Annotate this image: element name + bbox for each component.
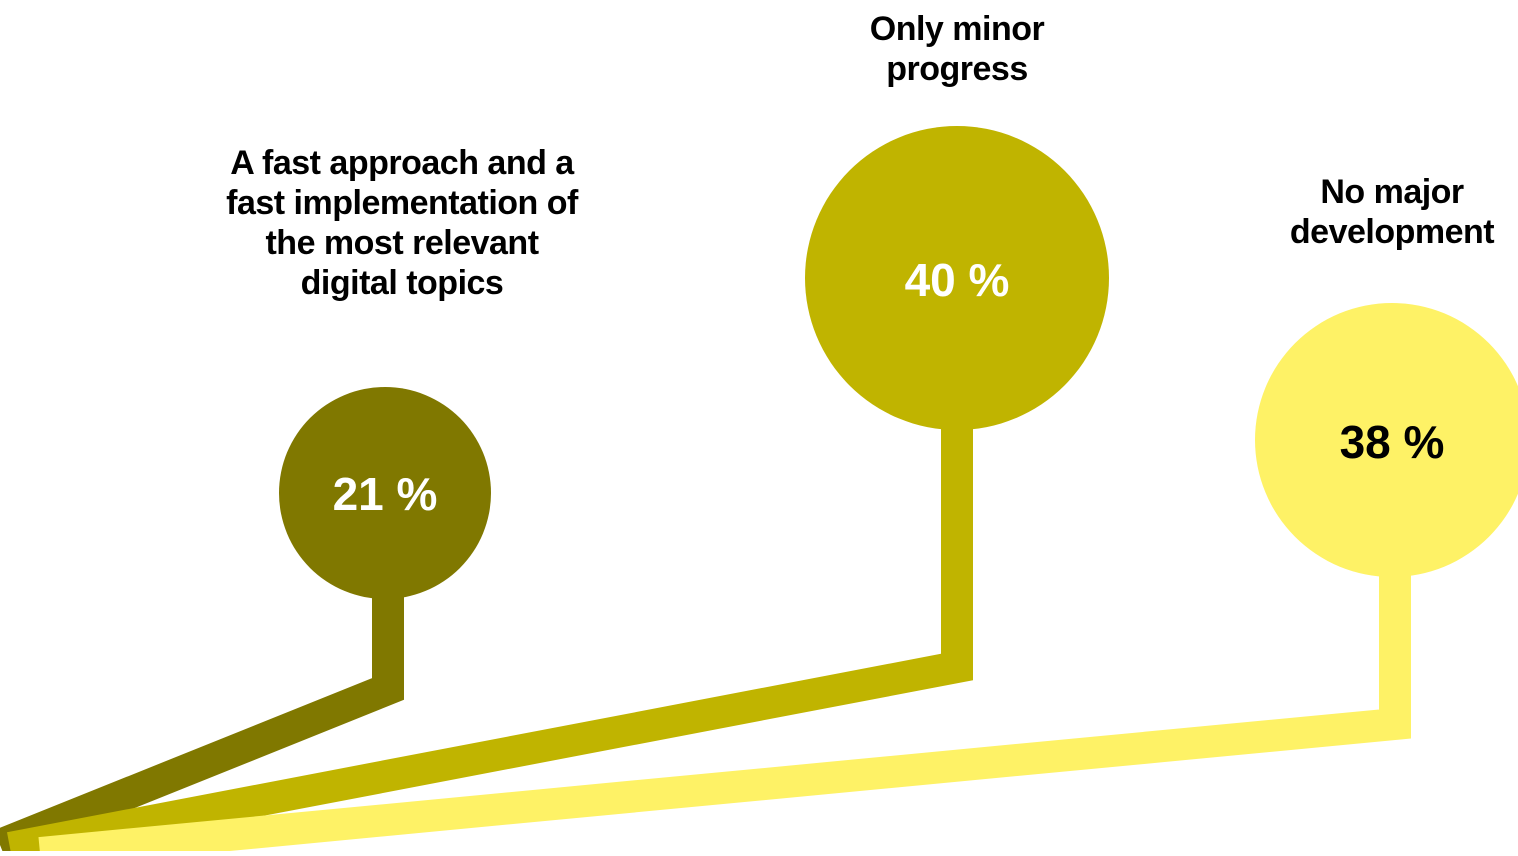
branch-none-circle xyxy=(1255,303,1518,577)
label-fast-line-3: the most relevant xyxy=(265,224,539,262)
label-none-line-1: No major xyxy=(1320,173,1464,211)
label-minor: Only minor progress xyxy=(797,9,1117,89)
branch-fast-percent: 21 % xyxy=(333,468,438,520)
branch-none-percent: 38 % xyxy=(1340,416,1445,468)
label-fast-line-1: A fast approach and a xyxy=(230,144,574,182)
branch-minor-stem xyxy=(6,380,973,856)
label-none: No major development xyxy=(1268,172,1516,252)
label-none-line-2: development xyxy=(1289,213,1495,251)
branch-none: 38 % xyxy=(38,303,1518,856)
branch-minor-percent: 40 % xyxy=(905,254,1010,306)
label-minor-line-1: Only minor xyxy=(869,10,1045,48)
label-fast: A fast approach and a fast implementatio… xyxy=(182,143,622,303)
branch-minor: 40 % xyxy=(6,126,1109,856)
branch-none-stem xyxy=(38,540,1411,856)
branch-fast-circle xyxy=(279,387,491,599)
label-fast-line-2: fast implementation of xyxy=(226,184,578,222)
label-fast-line-4: digital topics xyxy=(300,264,504,302)
branch-fast-stem xyxy=(0,560,404,856)
branch-fast: 21 % xyxy=(0,387,491,856)
branch-minor-circle xyxy=(805,126,1109,430)
label-minor-line-2: progress xyxy=(886,50,1028,88)
